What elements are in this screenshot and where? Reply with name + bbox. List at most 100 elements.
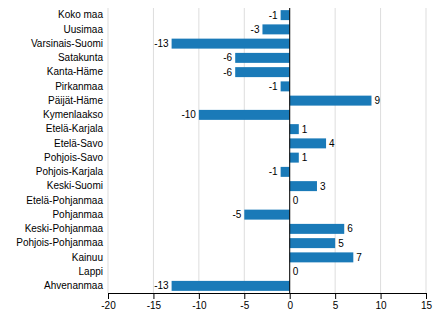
x-tick-label: 5 [333, 300, 339, 311]
y-tick-label: Päijät-Häme [48, 95, 103, 106]
y-tick-label: Koko maa [58, 9, 103, 20]
y-tick-label: Kanta-Häme [47, 66, 104, 77]
bar [290, 124, 299, 134]
data-label: -13 [154, 280, 169, 291]
data-labels: -1-3-13-6-6-19-10141-130-56570-13 [154, 10, 380, 292]
bar [262, 24, 289, 34]
data-label: -10 [181, 109, 196, 120]
bar [281, 167, 290, 177]
x-tick-mark [426, 293, 427, 299]
y-tick-label: Varsinais-Suomi [31, 38, 103, 49]
y-tick-label: Ahvenanmaa [44, 280, 103, 291]
data-label: -13 [154, 38, 169, 49]
x-tick-mark [290, 293, 291, 299]
x-tick: 10 [376, 293, 388, 311]
data-label: 7 [356, 252, 362, 263]
y-tick-label: Pohjois-Pohjanmaa [16, 237, 103, 248]
y-tick-label: Keski-Pohjanmaa [25, 223, 104, 234]
x-tick-label: 0 [287, 300, 293, 311]
x-tick-label: -15 [147, 300, 162, 311]
x-tick: -20 [101, 293, 116, 311]
y-tick-label: Etelä-Pohjanmaa [26, 195, 103, 206]
bar [172, 39, 290, 49]
y-tick-label: Pohjois-Karjala [36, 166, 104, 177]
x-tick: -15 [147, 293, 162, 311]
y-tick: Kanta-Häme [47, 66, 104, 77]
x-tick: -10 [192, 293, 207, 311]
x-tick-mark [199, 293, 200, 299]
grid-line [153, 8, 154, 293]
data-label: 4 [329, 138, 335, 149]
bar [290, 96, 372, 106]
x-tick-mark [153, 293, 154, 299]
bar [235, 53, 290, 63]
grid-line [335, 8, 336, 293]
y-tick: Kymenlaakso [43, 109, 103, 120]
y-tick: Pohjois-Pohjanmaa [16, 237, 103, 248]
y-tick: Ahvenanmaa [44, 280, 103, 291]
y-axis: Koko maa Uusimaa Varsinais-Suomi Satakunta K… [16, 9, 103, 291]
y-tick-label: Etelä-Savo [54, 138, 103, 149]
bar [290, 252, 354, 262]
bar [235, 67, 290, 77]
grid-line [289, 8, 290, 293]
grid-line [244, 8, 245, 293]
bar [281, 10, 290, 20]
x-tick-label: 15 [421, 300, 433, 311]
data-label: -3 [251, 24, 260, 35]
y-tick: Satakunta [58, 52, 103, 63]
y-tick: Uusimaa [64, 24, 104, 35]
data-label: 6 [347, 223, 353, 234]
data-label: 1 [302, 152, 308, 163]
data-label: 0 [293, 266, 299, 277]
x-tick-mark [108, 293, 109, 299]
y-tick: Pirkanmaa [55, 81, 103, 92]
y-tick: Etelä-Savo [54, 138, 103, 149]
y-tick-label: Pohjois-Savo [44, 152, 103, 163]
data-label: -6 [223, 67, 232, 78]
grid-line [426, 8, 427, 293]
bars [172, 10, 372, 291]
y-tick-label: Etelä-Karjala [46, 123, 104, 134]
y-tick-label: Satakunta [58, 52, 103, 63]
grid-line [198, 8, 199, 293]
x-tick: -5 [240, 293, 249, 311]
x-tick-label: 10 [376, 300, 388, 311]
bar [290, 138, 326, 148]
x-axis: -20 -15 -10 -5 0 5 10 15 [101, 293, 432, 311]
x-tick-label: -10 [192, 300, 207, 311]
y-tick: Lappi [79, 266, 103, 277]
y-tick-label: Keski-Suomi [47, 180, 103, 191]
data-label: -1 [269, 10, 278, 21]
y-tick: Kainuu [72, 252, 103, 263]
data-label: 1 [302, 124, 308, 135]
grid [108, 8, 426, 293]
y-tick: Koko maa [58, 9, 103, 20]
bar [281, 81, 290, 91]
x-tick: 5 [333, 293, 339, 311]
y-tick-label: Kymenlaakso [43, 109, 103, 120]
y-tick: Pohjois-Savo [44, 152, 103, 163]
grid-line [380, 8, 381, 293]
x-tick-mark [244, 293, 245, 299]
zero-line [289, 8, 290, 293]
plot: -20-15-10-5051015Koko maaUusimaaVarsinai… [16, 8, 432, 311]
y-tick: Päijät-Häme [48, 95, 103, 106]
chart: -20-15-10-5051015Koko maaUusimaaVarsinai… [0, 0, 442, 315]
y-tick: Etelä-Pohjanmaa [26, 195, 103, 206]
y-tick: Etelä-Karjala [46, 123, 104, 134]
bar [172, 281, 290, 291]
bar [290, 238, 335, 248]
data-label: -6 [223, 52, 232, 63]
y-tick-label: Pirkanmaa [55, 81, 103, 92]
y-tick-label: Uusimaa [64, 24, 104, 35]
y-tick-label: Pohjanmaa [52, 209, 103, 220]
y-tick: Pohjanmaa [52, 209, 103, 220]
x-tick-label: -20 [101, 300, 116, 311]
x-tick: 0 [287, 293, 293, 311]
bar [290, 153, 299, 163]
y-tick: Keski-Pohjanmaa [25, 223, 104, 234]
data-label: 0 [293, 195, 299, 206]
x-tick: 15 [421, 293, 433, 311]
x-tick-mark [335, 293, 336, 299]
